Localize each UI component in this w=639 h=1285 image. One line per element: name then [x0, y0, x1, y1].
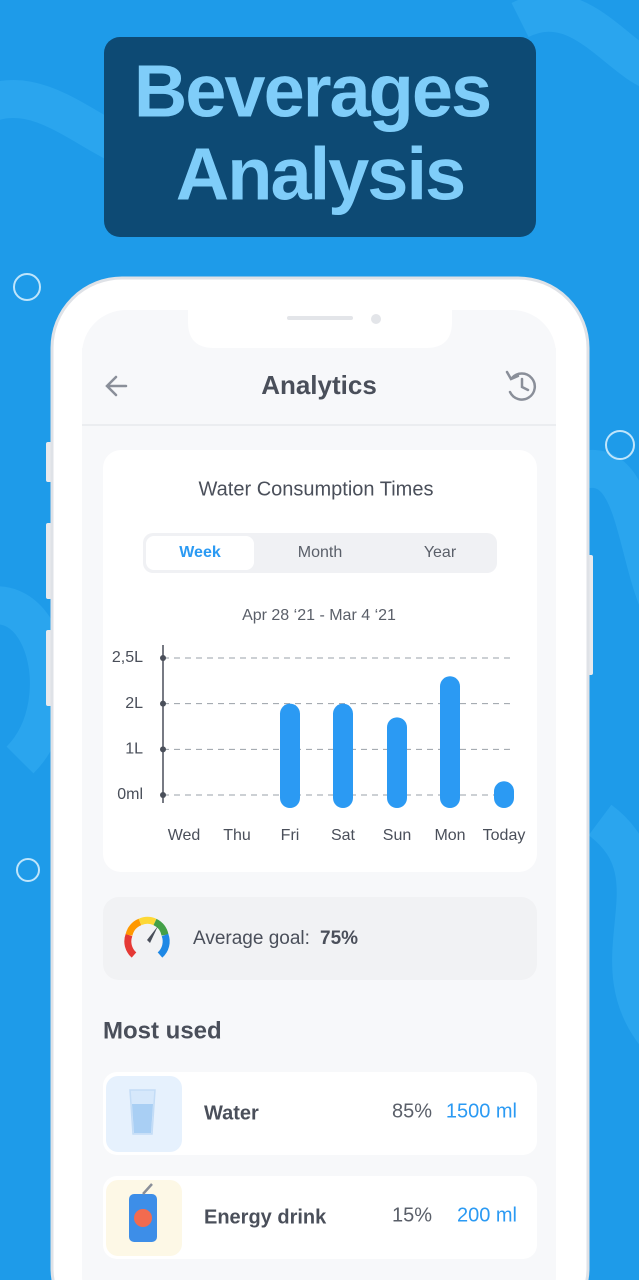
water-icon-liquid [132, 1104, 153, 1133]
chart-title: Water Consumption Times [199, 478, 434, 500]
y-tick-label: 2,5L [112, 649, 143, 666]
x-tick-label: Mon [434, 827, 465, 844]
decor-circles [13, 273, 635, 882]
x-tick-label: Today [483, 827, 526, 844]
x-tick-label: Fri [281, 827, 300, 844]
chart-subtitle: Apr 28 ‘21 - Mar 4 ‘21 [242, 607, 396, 624]
banner [104, 37, 536, 237]
banner-title: Analysis [176, 133, 464, 216]
average-goal-label: Average goal: [193, 928, 310, 949]
can-icon-logo [134, 1209, 152, 1227]
tab[interactable]: Year [424, 544, 457, 561]
x-tick-label: Sat [331, 827, 356, 844]
bar [280, 703, 300, 808]
tick-dot [160, 700, 166, 707]
item-name: Energy drink [204, 1206, 327, 1228]
banner-title: Beverages [134, 50, 490, 133]
tab[interactable]: Month [298, 544, 342, 561]
tab[interactable]: Week [179, 544, 221, 561]
bar [494, 781, 514, 808]
gauge-icon [124, 916, 170, 958]
bar [333, 703, 353, 808]
tick-dot [160, 655, 166, 661]
average-goal-value: 75% [320, 928, 358, 949]
y-tick-label: 2L [125, 695, 143, 712]
camera [371, 314, 381, 324]
speaker [287, 316, 353, 320]
item-card-bg [103, 1072, 537, 1155]
tab-active-bg [146, 536, 254, 570]
x-tick-label: Wed [168, 827, 201, 844]
app-header [82, 348, 556, 424]
can-icon-tab [142, 1183, 153, 1195]
tick-dot [160, 792, 166, 798]
history-button[interactable] [505, 370, 537, 401]
item-percent: 15% [392, 1204, 432, 1226]
chart-card [103, 450, 537, 872]
section-title: Most used [103, 1017, 222, 1044]
average-goal-card [103, 897, 537, 980]
item-card[interactable]: Energy drink 15% 200 ml [103, 1176, 537, 1259]
bar [440, 676, 460, 808]
x-tick-label: Sun [383, 827, 411, 844]
back-button[interactable] [105, 375, 128, 397]
item-percent: 85% [392, 1100, 432, 1122]
item-amount: 1500 ml [446, 1100, 517, 1122]
y-tick-label: 0ml [117, 786, 143, 803]
bar [387, 717, 407, 808]
screen-title: Analytics [261, 370, 377, 400]
item-card[interactable]: Water 85% 1500 ml [103, 1072, 537, 1155]
notch [188, 310, 452, 348]
item-amount: 200 ml [457, 1204, 517, 1226]
item-name: Water [204, 1102, 259, 1124]
y-tick-label: 1L [125, 741, 143, 758]
item-card-bg [103, 1176, 537, 1259]
gauge-needle [147, 926, 158, 943]
x-tick-label: Thu [223, 827, 251, 844]
tick-dot [160, 746, 166, 753]
